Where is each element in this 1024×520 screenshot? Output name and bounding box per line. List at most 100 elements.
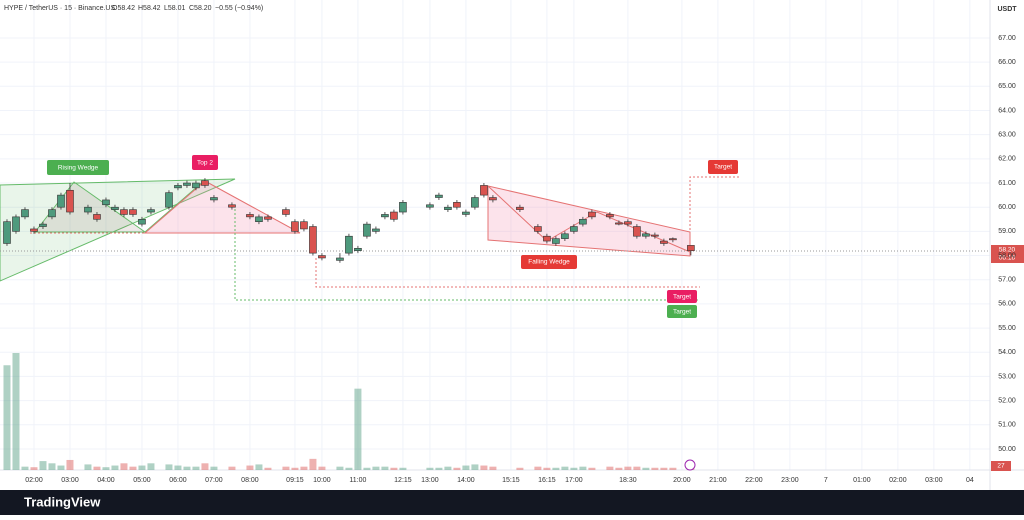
x-tick-label: 03:00 <box>925 477 943 484</box>
event-icon[interactable] <box>684 459 696 471</box>
volume-bar <box>66 459 74 470</box>
annotation: Target <box>714 164 732 171</box>
y-tick-label: 50.00 <box>998 446 1016 453</box>
candle-body <box>687 245 695 252</box>
candle-body <box>516 206 524 210</box>
annotation: Rising Wedge <box>58 165 99 172</box>
candle-body <box>183 182 191 186</box>
x-tick-label: 17:00 <box>565 477 583 484</box>
y-tick-label: 56.00 <box>998 301 1016 308</box>
x-tick-label: 18:30 <box>619 477 637 484</box>
watermark: TradingView <box>24 494 101 509</box>
volume-bar <box>3 365 11 470</box>
currency: USDT <box>997 6 1017 13</box>
volume-bar <box>282 466 290 470</box>
falling-wedge-shape <box>487 185 691 257</box>
x-tick-label: 11:00 <box>349 477 366 484</box>
y-tick-label: 54.00 <box>998 349 1016 356</box>
candle-body <box>300 221 308 230</box>
annotation-box <box>708 160 738 174</box>
candle-body <box>633 226 641 237</box>
y-tick-label: 52.00 <box>998 397 1016 404</box>
candle-body <box>480 185 488 196</box>
candle-body <box>39 223 47 227</box>
ohlc: C58.20 <box>189 5 212 12</box>
candle-body <box>372 228 380 232</box>
y-tick-label: 53.00 <box>998 373 1016 380</box>
candle-body <box>345 235 353 254</box>
x-tick-label: 16:15 <box>538 477 556 484</box>
y-tick-label: 61.00 <box>998 180 1016 187</box>
price-tag: 58.20 <box>999 247 1016 254</box>
volume-bar <box>435 467 443 470</box>
volume-bar <box>543 467 551 470</box>
volume-bar <box>84 464 92 470</box>
volume-bar <box>201 463 209 470</box>
volume-bar <box>147 463 155 470</box>
volume-bar <box>633 466 641 470</box>
volume-bar <box>192 466 200 470</box>
volume-bar <box>345 467 353 470</box>
candle-body <box>552 238 560 244</box>
y-tick-label: 55.00 <box>998 325 1016 332</box>
volume-bar <box>228 466 236 470</box>
y-tick-label: 60.00 <box>998 204 1016 211</box>
countdown: 08:18 <box>999 255 1016 262</box>
x-tick-label: 14:00 <box>457 477 475 484</box>
annotation: Top 2 <box>197 160 213 167</box>
y-tick-label: 65.00 <box>998 83 1016 90</box>
volume-tag: 27 <box>997 463 1005 470</box>
volume-bar <box>30 467 38 470</box>
x-tick-label: 08:00 <box>241 477 259 484</box>
volume-bar <box>552 467 560 470</box>
y-tick-label: 66.00 <box>998 59 1016 66</box>
annotation: Target <box>673 309 691 316</box>
volume-bar <box>462 465 470 470</box>
x-tick-label: 05:00 <box>133 477 151 484</box>
volume-bar <box>21 466 29 470</box>
y-tick-label: 59.00 <box>998 228 1016 235</box>
x-tick-label: 04:00 <box>97 477 115 484</box>
x-tick-label: 12:15 <box>394 477 412 484</box>
volume-bar <box>579 466 587 470</box>
candle-body <box>264 216 272 220</box>
y-tick-label: 57.00 <box>998 277 1016 284</box>
volume-bar <box>39 461 47 470</box>
candle-body <box>588 211 596 218</box>
candle-body <box>669 238 677 241</box>
candle-body <box>354 247 362 252</box>
candle-body <box>615 222 623 225</box>
volume-tag-box <box>991 461 1011 471</box>
x-tick-label: 22:00 <box>745 477 763 484</box>
candle-body <box>210 197 218 201</box>
candle-body <box>12 216 20 232</box>
candle-body <box>57 194 65 208</box>
candle-body <box>309 226 317 254</box>
target-line <box>689 176 740 250</box>
volume-bar <box>615 467 623 470</box>
candle-body <box>30 228 38 232</box>
y-tick-label: 67.00 <box>998 35 1016 42</box>
ohlc: H58.42 <box>138 5 161 12</box>
volume-bar <box>534 466 542 470</box>
change: −0.55 (−0.94%) <box>215 5 263 12</box>
candle-body <box>363 223 371 237</box>
candle-body <box>84 206 92 213</box>
candle-body <box>174 185 182 189</box>
volume-bar <box>255 464 263 470</box>
footer <box>0 490 1024 515</box>
symbol: HYPE / TetherUS · 15 · Binance.US <box>4 5 115 12</box>
candle-body <box>147 209 155 213</box>
x-tick-label: 02:00 <box>25 477 43 484</box>
candle-body <box>570 226 578 232</box>
volume-bar <box>210 466 218 470</box>
candle-body <box>453 202 461 208</box>
volume-bar <box>111 465 119 470</box>
candles <box>3 178 695 470</box>
candle-body <box>462 211 470 215</box>
annotation-box <box>521 255 577 269</box>
volume-bar <box>651 467 659 470</box>
candle-body <box>336 257 344 261</box>
